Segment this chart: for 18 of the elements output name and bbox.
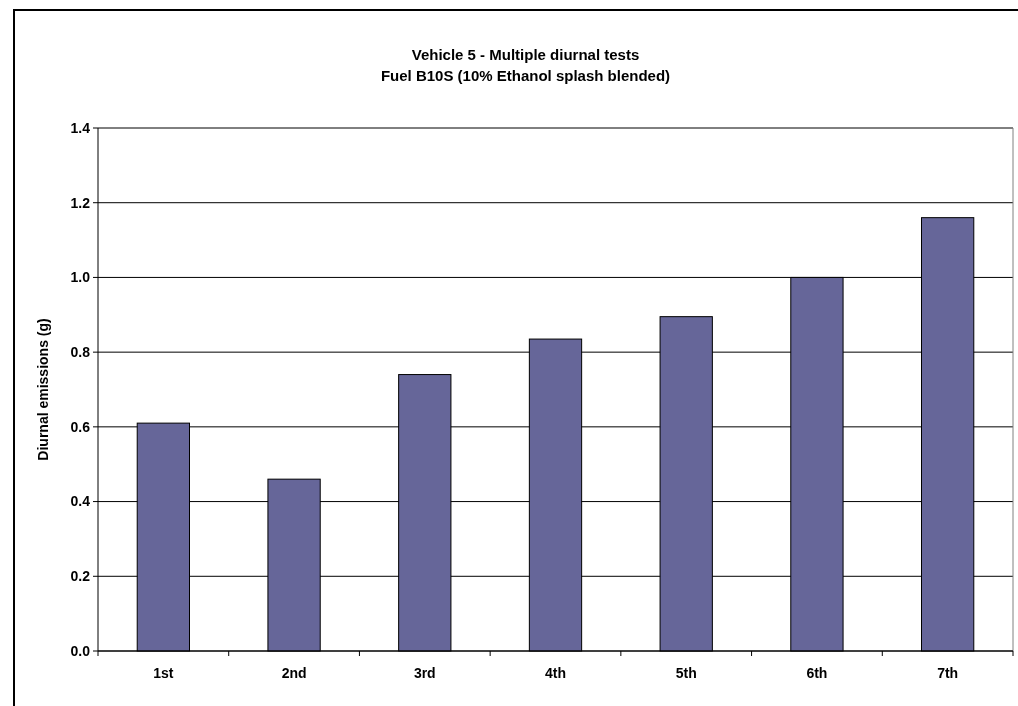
- x-tick-label: 2nd: [281, 665, 307, 681]
- x-tick-label: 3rd: [413, 665, 436, 681]
- y-axis-title: Diurnal emissions (g): [35, 318, 51, 461]
- chart-subtitle: Fuel B10S (10% Ethanol splash blended): [380, 67, 671, 84]
- x-tick-label: 7th: [937, 665, 959, 681]
- chart-title: Vehicle 5 - Multiple diurnal tests: [411, 46, 640, 63]
- y-tick-label: 1.4: [70, 119, 91, 136]
- y-tick-label: 0.2: [70, 568, 91, 585]
- x-tick-label: 6th: [806, 665, 828, 681]
- y-tick-label: 0.6: [70, 418, 91, 435]
- x-tick-label: 1st: [153, 665, 174, 681]
- y-tick-label: 0.0: [70, 642, 91, 659]
- y-tick-label: 1.2: [70, 194, 91, 211]
- x-tick-label: 5th: [675, 665, 697, 681]
- x-tick-label: 4th: [545, 665, 566, 681]
- y-tick-label: 1.0: [70, 269, 91, 286]
- y-tick-label: 0.8: [70, 344, 91, 361]
- y-tick-label: 0.4: [70, 493, 91, 510]
